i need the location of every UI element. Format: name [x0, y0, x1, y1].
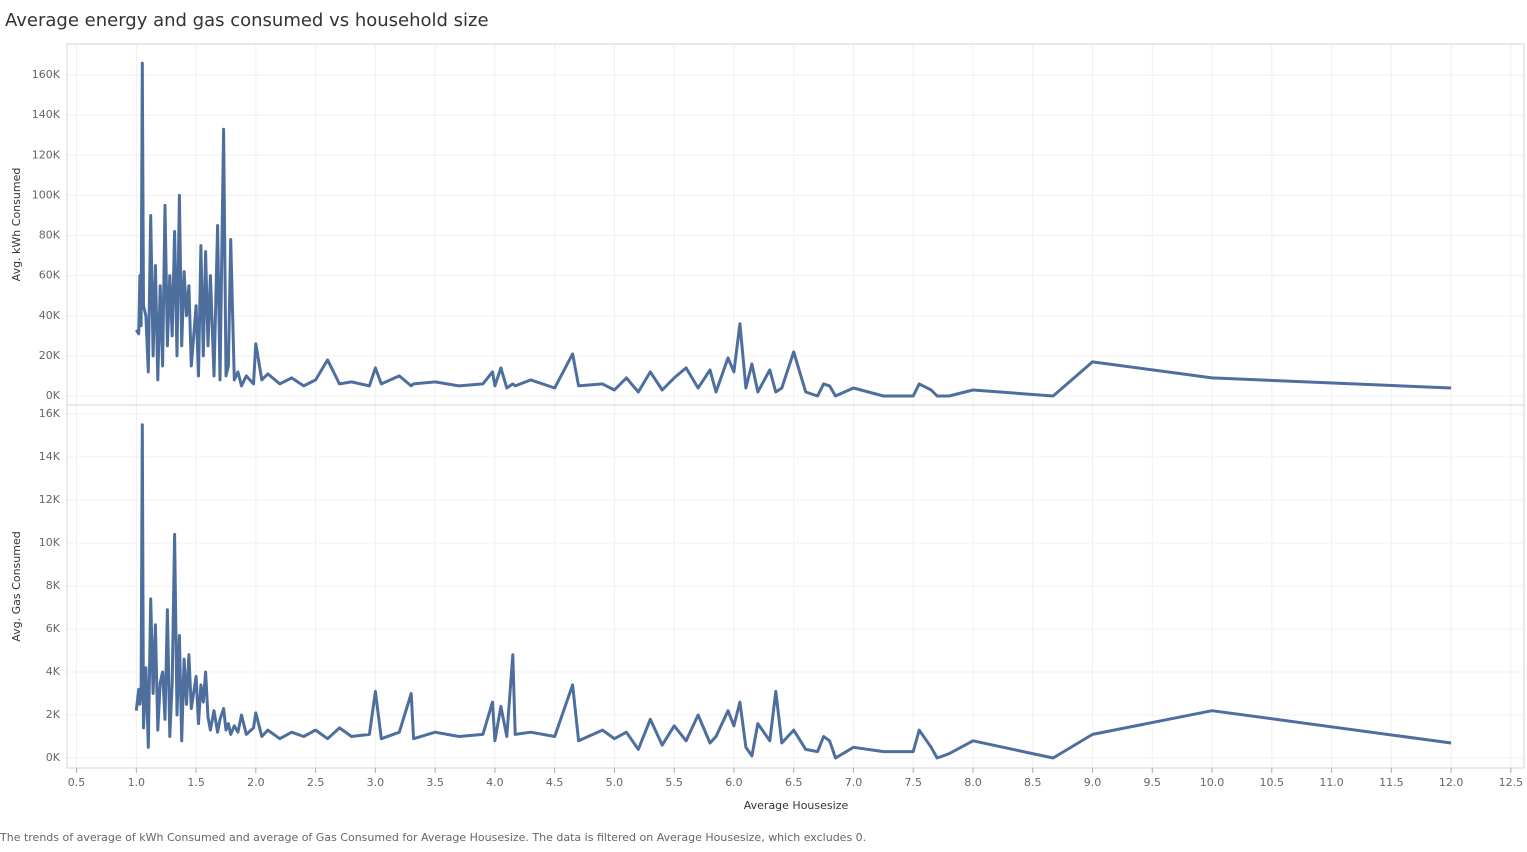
y-tick-label: 80K — [39, 229, 61, 242]
x-tick-label: 2.5 — [307, 776, 325, 789]
y-tick-label: 2K — [46, 708, 61, 721]
y-axis-label: Avg. Gas Consumed — [10, 531, 23, 641]
caption: The trends of average of kWh Consumed an… — [0, 831, 866, 844]
x-tick-label: 11.0 — [1319, 776, 1344, 789]
x-tick-label: 5.5 — [665, 776, 683, 789]
data-line — [134, 423, 1452, 760]
x-tick-label: 3.0 — [367, 776, 385, 789]
x-tick-label: 12.0 — [1439, 776, 1464, 789]
y-tick-label: 140K — [32, 108, 61, 121]
y-tick-label: 120K — [32, 148, 61, 161]
y-tick-label: 4K — [46, 665, 61, 678]
y-tick-label: 14K — [39, 450, 61, 463]
x-tick-label: 5.0 — [606, 776, 624, 789]
x-tick-label: 8.5 — [1024, 776, 1042, 789]
x-tick-label: 6.5 — [785, 776, 803, 789]
x-tick-label: 10.0 — [1200, 776, 1225, 789]
y-tick-label: 16K — [39, 407, 61, 420]
y-tick-label: 100K — [32, 188, 61, 201]
y-tick-label: 20K — [39, 349, 61, 362]
y-tick-label: 160K — [32, 68, 61, 81]
y-tick-label: 0K — [46, 389, 61, 402]
x-tick-label: 4.0 — [486, 776, 504, 789]
y-tick-label: 40K — [39, 309, 61, 322]
x-tick-label: 7.0 — [845, 776, 863, 789]
x-tick-label: 3.5 — [426, 776, 444, 789]
chart-title: Average energy and gas consumed vs house… — [5, 10, 489, 31]
x-tick-label: 2.0 — [247, 776, 265, 789]
y-tick-label: 60K — [39, 269, 61, 282]
x-axis-label: Average Housesize — [744, 799, 849, 812]
x-tick-label: 9.0 — [1084, 776, 1102, 789]
x-tick-label: 0.5 — [68, 776, 86, 789]
x-tick-label: 1.5 — [187, 776, 205, 789]
x-tick-label: 10.5 — [1260, 776, 1285, 789]
x-tick-label: 1.0 — [128, 776, 146, 789]
y-tick-label: 6K — [46, 622, 61, 635]
y-tick-label: 0K — [46, 751, 61, 764]
y-tick-label: 8K — [46, 579, 61, 592]
x-tick-label: 4.5 — [546, 776, 564, 789]
x-tick-label: 9.5 — [1144, 776, 1162, 789]
x-tick-label: 7.5 — [904, 776, 922, 789]
panel-border — [66, 43, 1525, 406]
y-axis-label: Avg. kWh Consumed — [10, 168, 23, 282]
y-tick-label: 10K — [39, 536, 61, 549]
data-line — [135, 61, 1452, 398]
y-tick-label: 12K — [39, 493, 61, 506]
x-tick-label: 12.5 — [1499, 776, 1524, 789]
x-tick-label: 8.0 — [964, 776, 982, 789]
x-tick-label: 11.5 — [1379, 776, 1404, 789]
x-tick-label: 6.0 — [725, 776, 743, 789]
panel-border — [66, 404, 1525, 769]
